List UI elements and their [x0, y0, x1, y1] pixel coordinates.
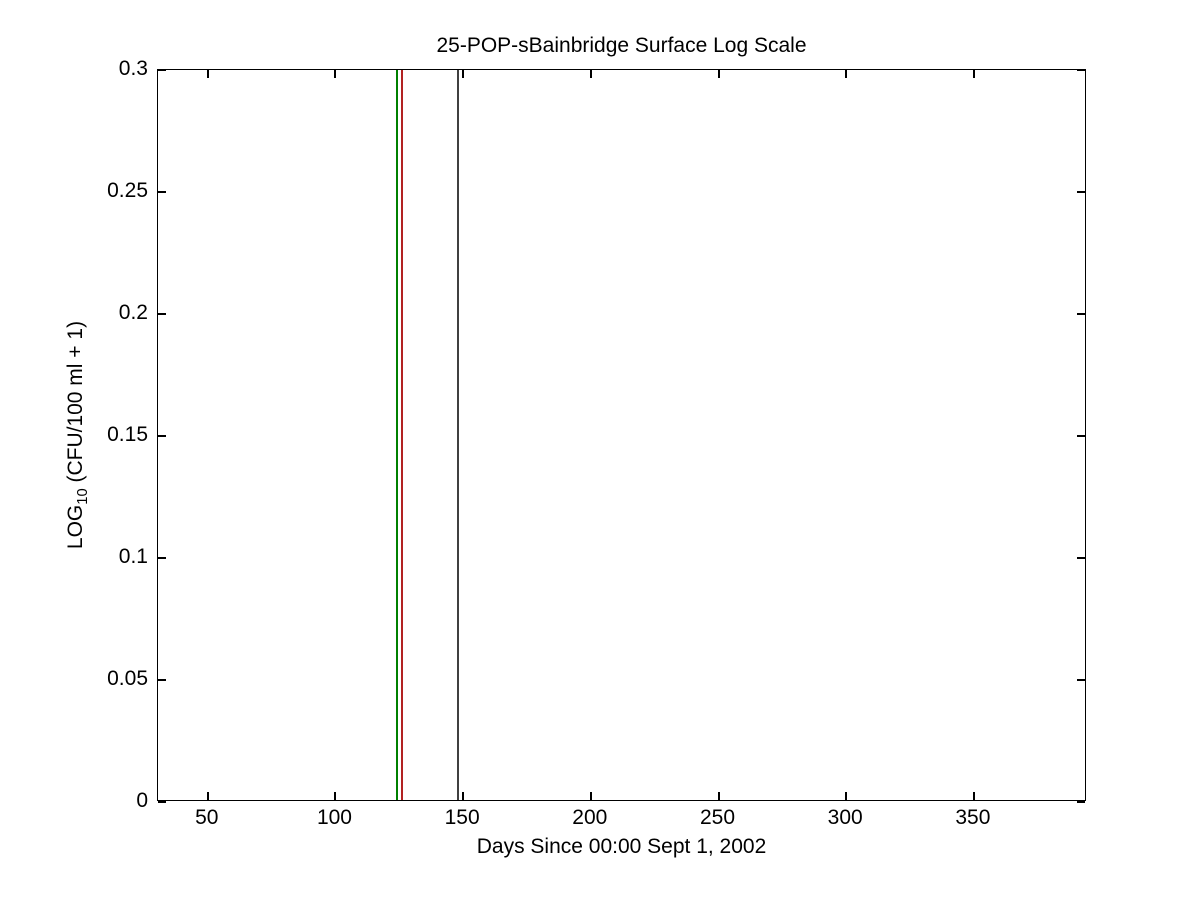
y-tick-label: 0 [136, 789, 148, 812]
chart-title: 25-POP-sBainbridge Surface Log Scale [436, 34, 807, 57]
y-tick-label: 0.2 [118, 301, 148, 324]
x-tick-label: 50 [195, 806, 219, 829]
x-tick-top [589, 70, 592, 78]
x-tick [717, 792, 720, 800]
y-axis-label-subscript: 10 [75, 488, 92, 505]
x-tick-top [206, 70, 209, 78]
red-event-line [400, 70, 403, 800]
x-tick [589, 792, 592, 800]
y-tick-right [1077, 313, 1085, 315]
y-tick-right [1077, 557, 1085, 559]
x-tick [334, 792, 337, 800]
x-axis-label: Days Since 00:00 Sept 1, 2002 [476, 835, 767, 858]
y-tick-label: 0.3 [118, 57, 148, 80]
y-tick [158, 435, 166, 437]
x-tick-top [972, 70, 975, 78]
y-tick [158, 801, 166, 803]
y-tick-right [1077, 801, 1085, 803]
y-tick [158, 191, 166, 193]
y-tick-right [1077, 435, 1085, 437]
x-tick [845, 792, 848, 800]
y-tick [158, 557, 166, 559]
x-tick-top [717, 70, 720, 78]
y-tick-right [1077, 679, 1085, 681]
x-tick-top [334, 70, 337, 78]
x-tick-top [845, 70, 848, 78]
y-tick [158, 679, 166, 681]
x-tick [462, 792, 465, 800]
x-tick-label: 350 [955, 806, 991, 829]
x-tick-label: 100 [316, 806, 352, 829]
plot-area [157, 69, 1086, 803]
y-tick-label: 0.15 [107, 423, 148, 446]
x-tick-top [462, 70, 465, 78]
y-tick-label: 0.1 [118, 545, 148, 568]
x-tick-label: 250 [699, 806, 736, 829]
x-tick [206, 792, 209, 800]
y-tick-right [1077, 191, 1085, 193]
y-tick-right [1077, 69, 1085, 71]
x-tick-label: 200 [572, 806, 608, 829]
y-axis-label-suffix: (CFU/100 ml + 1) [64, 320, 87, 489]
green-event-line [395, 70, 398, 800]
x-tick-label: 300 [827, 806, 863, 829]
gray-event-line [457, 70, 460, 800]
x-tick-label: 150 [444, 806, 480, 829]
y-tick [158, 69, 166, 71]
y-axis-label-prefix: LOG [64, 504, 87, 550]
y-tick-label: 0.05 [107, 667, 148, 690]
y-tick-label: 0.25 [107, 179, 148, 202]
y-tick [158, 313, 166, 315]
x-tick [972, 792, 975, 800]
